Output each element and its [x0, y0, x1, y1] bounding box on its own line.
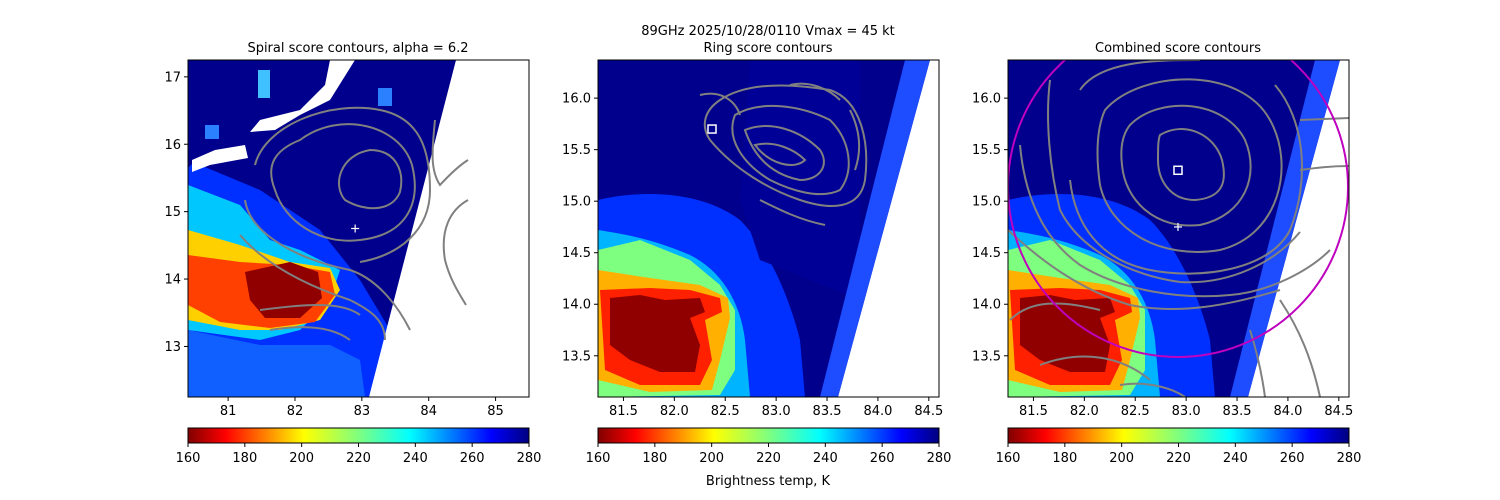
x-axis: 81.5 82.0 82.5 83.0 83.5 84.0 84.5	[1019, 397, 1353, 419]
x-tick-label: 83.0	[762, 404, 791, 419]
y-tick-label: 13	[164, 340, 181, 355]
colorbar-tick-label: 260	[460, 451, 485, 466]
panel-ring: Ring score contours 81.5 82.0 82.5 83.0 83.5	[562, 41, 951, 489]
colorbar-tick-label: 160	[176, 451, 201, 466]
y-axis: 13.5 14.0 14.5 15.0 15.5 16.0	[972, 92, 1008, 364]
markers	[1173, 165, 1183, 231]
colorbar-tick-label: 260	[1280, 451, 1305, 466]
colorbar-tick-label: 200	[699, 451, 724, 466]
colorbar: 160 180 200 220 240 260 280	[586, 427, 952, 466]
x-axis: 81.5 82.0 82.5 83.0 83.5 84.0 84.5	[609, 397, 943, 419]
figure-suptitle-line2: Ring score contours	[703, 41, 832, 56]
center-plus-marker	[1173, 222, 1182, 231]
x-tick-label: 85	[487, 404, 504, 419]
x-axis: 81 82 83 84 85	[220, 397, 504, 419]
center-plus-marker	[351, 224, 360, 233]
heatmap-image	[1008, 60, 1349, 397]
colorbar: 160 180 200 220 240 260 280	[996, 427, 1362, 466]
x-tick-label: 84.0	[863, 404, 892, 419]
x-tick-label: 82.5	[711, 404, 740, 419]
y-tick-label: 15.5	[972, 143, 1001, 158]
y-tick-label: 15.0	[562, 195, 591, 210]
y-tick-label: 14	[164, 273, 181, 288]
colorbar-tick-label: 280	[1337, 451, 1362, 466]
colorbar-tick-label: 180	[642, 451, 667, 466]
y-tick-label: 17	[164, 70, 181, 85]
x-tick-label: 83.5	[813, 404, 842, 419]
colorbar-tick-label: 260	[870, 451, 895, 466]
x-tick-label: 83	[354, 404, 371, 419]
x-tick-label: 84.0	[1273, 404, 1302, 419]
x-tick-label: 83.0	[1172, 404, 1201, 419]
colorbar-label: Brightness temp, K	[706, 474, 831, 489]
colorbar-tick-label: 200	[289, 451, 314, 466]
x-tick-label: 81.5	[1019, 404, 1048, 419]
colorbar-tick-label: 180	[1052, 451, 1077, 466]
colorbar-tick-label: 220	[756, 451, 781, 466]
x-tick-label: 81.5	[609, 404, 638, 419]
x-tick-label: 83.5	[1223, 404, 1252, 419]
y-tick-label: 14.0	[972, 298, 1001, 313]
y-tick-label: 16.0	[972, 92, 1001, 107]
y-tick-label: 15.5	[562, 143, 591, 158]
colorbar: 160 180 200 220 240 260 280	[176, 427, 542, 466]
y-tick-label: 15	[164, 205, 181, 220]
x-tick-label: 84	[420, 404, 437, 419]
colorbar-bar	[1007, 427, 1350, 444]
panel-title: Combined score contours	[1095, 41, 1261, 56]
figure-suptitle: 89GHz 2025/10/28/0110 Vmax = 45 kt	[641, 24, 895, 39]
y-tick-label: 14.0	[562, 298, 591, 313]
chart-frame	[187, 59, 530, 398]
heatmap-image	[188, 60, 529, 397]
fix-circle	[1008, 60, 1349, 358]
colorbar-tick-label: 180	[232, 451, 257, 466]
center-square-marker	[1173, 165, 1183, 176]
colorbar-tick-label: 280	[927, 451, 952, 466]
colorbar-tick-label: 240	[1223, 451, 1248, 466]
colorbar-tick-label: 160	[586, 451, 611, 466]
chart-frame	[1007, 59, 1350, 398]
colorbar-bar	[597, 427, 940, 444]
colorbar-tick-label: 200	[1109, 451, 1134, 466]
colorbar-tick-label: 220	[1166, 451, 1191, 466]
y-axis: 13 14 15 16 17	[164, 70, 188, 355]
panel-title: Spiral score contours, alpha = 6.2	[247, 41, 468, 56]
x-tick-label: 84.5	[1324, 404, 1353, 419]
y-tick-label: 16.0	[562, 92, 591, 107]
chart-frame	[597, 59, 940, 398]
center-square-marker	[707, 124, 717, 134]
colorbar-tick-label: 220	[346, 451, 371, 466]
colorbar-bar	[187, 427, 530, 444]
colorbar-tick-label: 280	[517, 451, 542, 466]
colorbar-tick-label: 160	[996, 451, 1021, 466]
markers	[707, 124, 717, 134]
y-tick-label: 16	[164, 138, 181, 153]
x-tick-label: 81	[220, 404, 237, 419]
x-tick-label: 82	[287, 404, 304, 419]
y-tick-label: 15.0	[972, 195, 1001, 210]
y-axis: 13.5 14.0 14.5 15.0 15.5 16.0	[562, 92, 598, 364]
contour-lines	[239, 106, 469, 341]
x-tick-label: 84.5	[914, 404, 943, 419]
x-tick-label: 82.0	[660, 404, 689, 419]
y-tick-label: 14.5	[972, 246, 1001, 261]
y-tick-label: 13.5	[972, 349, 1001, 364]
colorbar-tick-label: 240	[403, 451, 428, 466]
panel-spiral: Spiral score contours, alpha = 6.2	[164, 41, 541, 466]
contour-lines	[699, 82, 868, 226]
x-tick-label: 82.0	[1070, 404, 1099, 419]
heatmap-image	[598, 60, 939, 397]
markers	[351, 224, 360, 233]
y-tick-label: 14.5	[562, 246, 591, 261]
panel-combined: Combined score contours	[972, 41, 1362, 466]
colorbar-tick-label: 240	[813, 451, 838, 466]
y-tick-label: 13.5	[562, 349, 591, 364]
x-tick-label: 82.5	[1121, 404, 1150, 419]
